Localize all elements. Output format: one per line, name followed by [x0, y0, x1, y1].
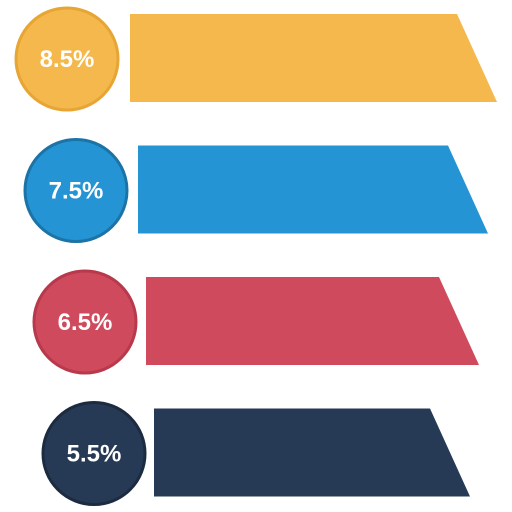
value-badge-3 [32, 269, 138, 375]
value-label-4: 5.5% [67, 441, 122, 468]
value-label-3: 6.5% [58, 309, 113, 336]
bars-layer [130, 14, 497, 497]
value-badge-1 [14, 6, 120, 112]
value-badge-2 [23, 138, 129, 243]
bar-2 [138, 145, 488, 234]
badges-layer: 8.5% 7.5% 6.5% 5.5% [14, 6, 147, 506]
value-label-1: 8.5% [40, 46, 95, 73]
value-badge-4 [41, 401, 147, 506]
bar-1 [130, 14, 497, 102]
value-label-2: 7.5% [49, 178, 104, 205]
bar-4 [154, 408, 470, 497]
bar-3 [146, 277, 479, 365]
